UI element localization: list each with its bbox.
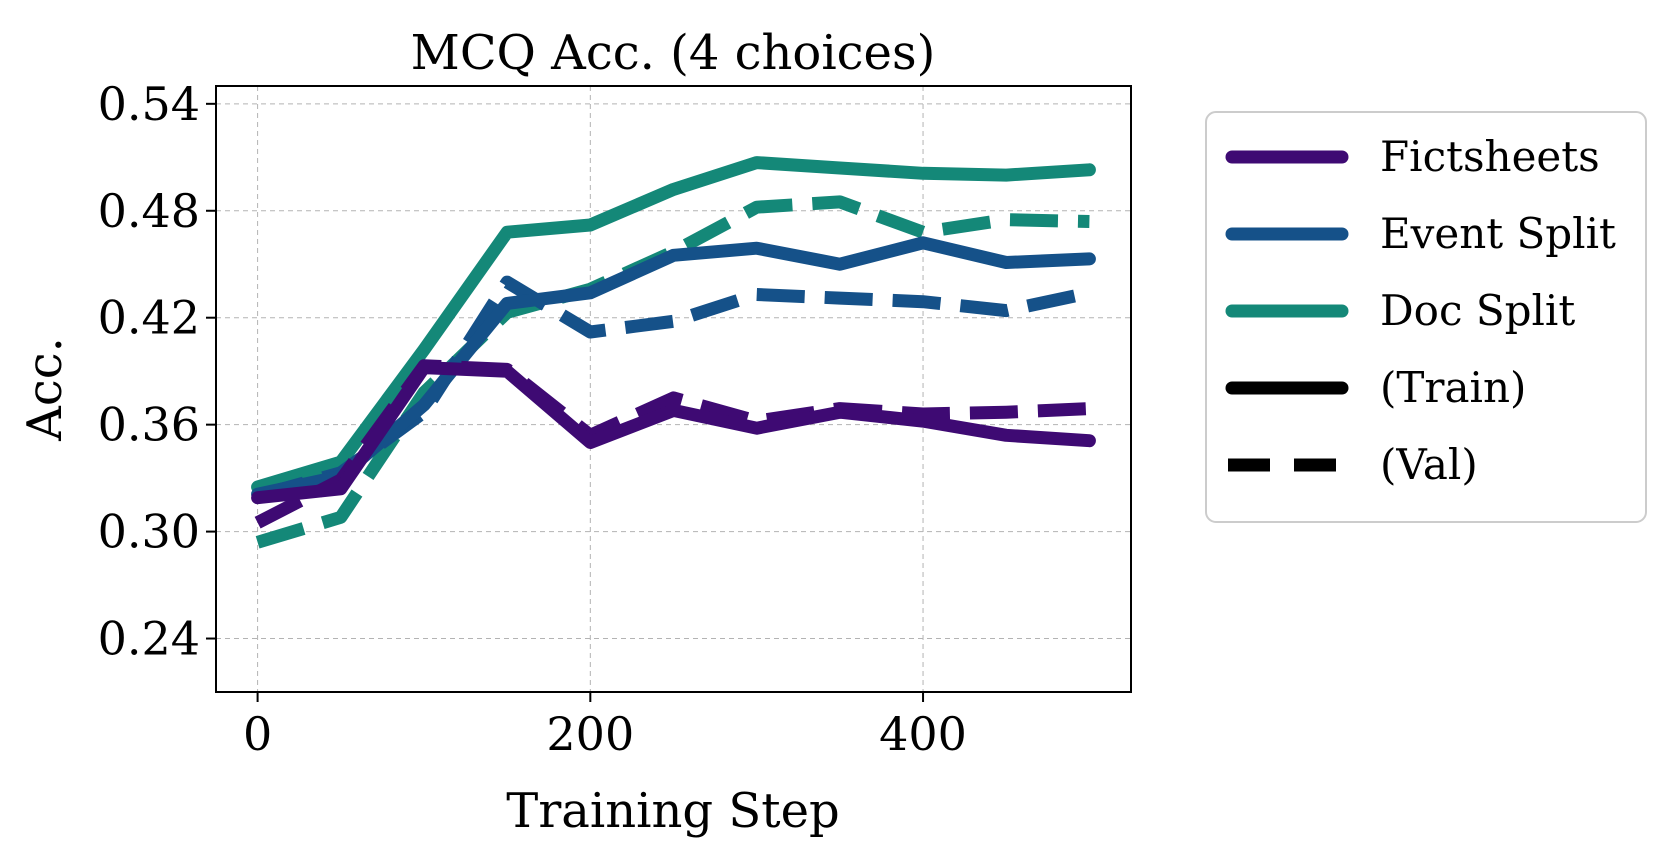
y-tick-label: 0.36 [98,398,200,452]
legend-label-train: (Train) [1380,363,1526,412]
grid [216,86,1131,692]
x-tick-label: 200 [546,707,634,761]
y-tick-label: 0.54 [98,77,200,131]
y-tick-label: 0.24 [98,612,200,666]
series-line-doc-split-train [251,156,1096,494]
plot-area-frame [215,85,1132,693]
chart-title: MCQ Acc. (4 choices) [411,25,936,81]
y-axis-label: Acc. [17,337,73,442]
legend-label-doc-split: Doc Split [1380,286,1575,335]
legend-label-fictsheets: Fictsheets [1380,132,1600,181]
legend-label-event-split: Event Split [1380,209,1616,258]
y-tick-label: 0.30 [98,505,200,559]
x-tick-label: 0 [243,707,272,761]
legend: Fictsheets Event Split Doc Split (Train) (Va… [1205,111,1647,523]
legend-box [1205,111,1647,523]
series-line-fictsheets-train [251,361,1096,505]
y-tick-label: 0.48 [98,184,200,238]
y-tick-label: 0.42 [98,291,200,345]
x-axis-label: Training Step [506,783,839,839]
legend-label-val: (Val) [1380,440,1478,489]
x-tick-label: 400 [879,707,967,761]
series-line-event-split-train [251,236,1096,501]
series-line-fictsheets-val [254,359,1090,529]
axis-ticks: 0.24 0.30 0.36 0.42 0.48 0.54 0 200 400 [98,77,967,761]
series-line-doc-split-val [255,195,1090,549]
series-layer [251,156,1096,549]
